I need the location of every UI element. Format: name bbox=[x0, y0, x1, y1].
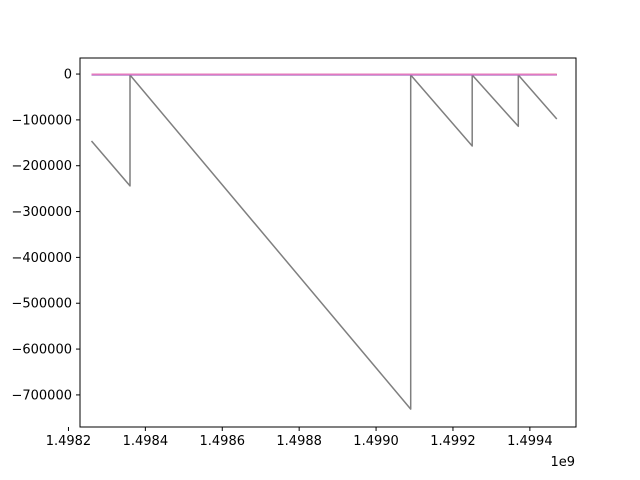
y-tick-label: −200000 bbox=[11, 159, 72, 174]
y-tick-label: −500000 bbox=[11, 297, 72, 312]
x-tick-label: 1.4984 bbox=[123, 434, 169, 449]
x-tick-label: 1.4988 bbox=[276, 434, 322, 449]
y-tick-label: −400000 bbox=[11, 251, 72, 266]
x-tick-label: 1.4990 bbox=[353, 434, 399, 449]
x-tick-label: 1.4992 bbox=[430, 434, 476, 449]
y-tick-label: −100000 bbox=[11, 113, 72, 128]
y-tick-label: −300000 bbox=[11, 205, 72, 220]
x-axis: 1.4982 1.4984 1.4986 1.4988 1.4990 1.4992 1.49… bbox=[46, 427, 553, 449]
y-tick-label: −700000 bbox=[11, 388, 72, 403]
axes-frame bbox=[79, 57, 577, 428]
x-tick-label: 1.4986 bbox=[200, 434, 246, 449]
x-axis-offset-label: 1e9 bbox=[550, 455, 575, 470]
series-line-0 bbox=[90, 74, 558, 410]
series-layer bbox=[90, 73, 558, 410]
x-tick-label: 1.4994 bbox=[507, 434, 553, 449]
y-tick-label: −600000 bbox=[11, 343, 72, 358]
y-axis: 0 −100000 −200000 −300000 −400000 −500000 −600… bbox=[11, 68, 80, 403]
x-tick-label: 1.4982 bbox=[46, 434, 92, 449]
y-tick-label: 0 bbox=[64, 68, 72, 83]
